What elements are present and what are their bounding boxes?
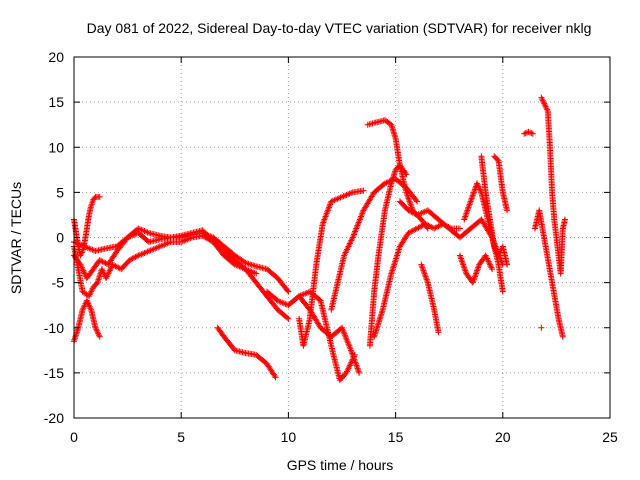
- data-point: [284, 287, 291, 294]
- x-tick-label: 5: [177, 429, 185, 445]
- data-point: [285, 315, 292, 322]
- data-point: [403, 171, 410, 178]
- data-points: [71, 94, 568, 384]
- series-track-21: [538, 94, 568, 277]
- x-tick-label: 10: [281, 429, 297, 445]
- data-point: [284, 314, 291, 321]
- data-point: [248, 261, 255, 268]
- data-point: [413, 197, 420, 204]
- data-point: [504, 207, 511, 214]
- data-point: [414, 198, 421, 205]
- data-point: [529, 130, 536, 137]
- data-point: [360, 187, 367, 194]
- y-tick-label: 15: [48, 94, 64, 110]
- data-point: [435, 329, 442, 336]
- data-point: [525, 128, 532, 135]
- data-point: [91, 195, 98, 202]
- series-track-6: [214, 324, 279, 381]
- x-axis-label: GPS time / hours: [287, 457, 394, 473]
- series-track-19: [491, 153, 511, 214]
- grid-lines: [74, 57, 610, 418]
- series-track-13: [371, 220, 463, 340]
- data-point: [528, 130, 535, 137]
- series-track-14: [418, 261, 442, 336]
- series-track-22: [531, 207, 566, 340]
- data-point: [285, 288, 292, 295]
- series-track-8: [296, 293, 363, 376]
- data-point: [247, 261, 254, 268]
- data-point: [356, 369, 363, 376]
- series-track-17: [456, 252, 496, 286]
- data-point: [561, 216, 568, 223]
- data-point: [526, 129, 533, 136]
- data-point: [96, 333, 103, 340]
- data-point: [456, 225, 463, 232]
- data-point: [272, 374, 279, 381]
- data-point: [521, 130, 528, 137]
- data-point: [241, 258, 248, 265]
- x-tick-label: 15: [388, 429, 404, 445]
- y-tick-label: -10: [44, 320, 64, 336]
- data-point: [504, 261, 511, 268]
- series-track-5: [71, 225, 292, 295]
- x-tick-label: 25: [602, 429, 618, 445]
- series-track-3: [71, 297, 103, 345]
- chart-title: Day 081 of 2022, Sidereal Day-to-day VTE…: [87, 20, 592, 36]
- data-point: [133, 253, 140, 260]
- series-track-2: [71, 232, 292, 322]
- data-point: [251, 262, 258, 269]
- y-tick-label: 10: [48, 139, 64, 155]
- y-tick-label: 0: [56, 230, 64, 246]
- y-tick-label: -5: [52, 275, 65, 291]
- series-track-23: [538, 324, 545, 331]
- y-tick-label: 5: [56, 184, 64, 200]
- data-point: [96, 193, 103, 200]
- y-tick-label: 20: [48, 49, 64, 65]
- axis-ticks: 0 5 10 15 20 25 -20 -15 -10 -5 0 5 10 15 20: [44, 49, 618, 445]
- data-point: [538, 324, 545, 331]
- data-point: [271, 373, 278, 380]
- data-point: [522, 130, 529, 137]
- data-point: [559, 333, 566, 340]
- series-track-18: [478, 153, 511, 268]
- series-track-15: [396, 198, 506, 268]
- y-tick-label: -20: [44, 410, 64, 426]
- y-axis-label: SDTVAR / TECUs: [8, 182, 24, 294]
- series-track-20: [521, 128, 536, 137]
- y-tick-label: -15: [44, 365, 64, 381]
- data-point: [489, 266, 496, 273]
- series-track-9: [296, 187, 367, 349]
- data-point: [253, 270, 260, 277]
- data-point: [250, 262, 257, 269]
- x-tick-label: 0: [70, 429, 78, 445]
- data-point: [499, 288, 506, 295]
- data-point: [494, 156, 501, 163]
- series-track-11: [366, 162, 410, 349]
- x-tick-label: 20: [495, 429, 511, 445]
